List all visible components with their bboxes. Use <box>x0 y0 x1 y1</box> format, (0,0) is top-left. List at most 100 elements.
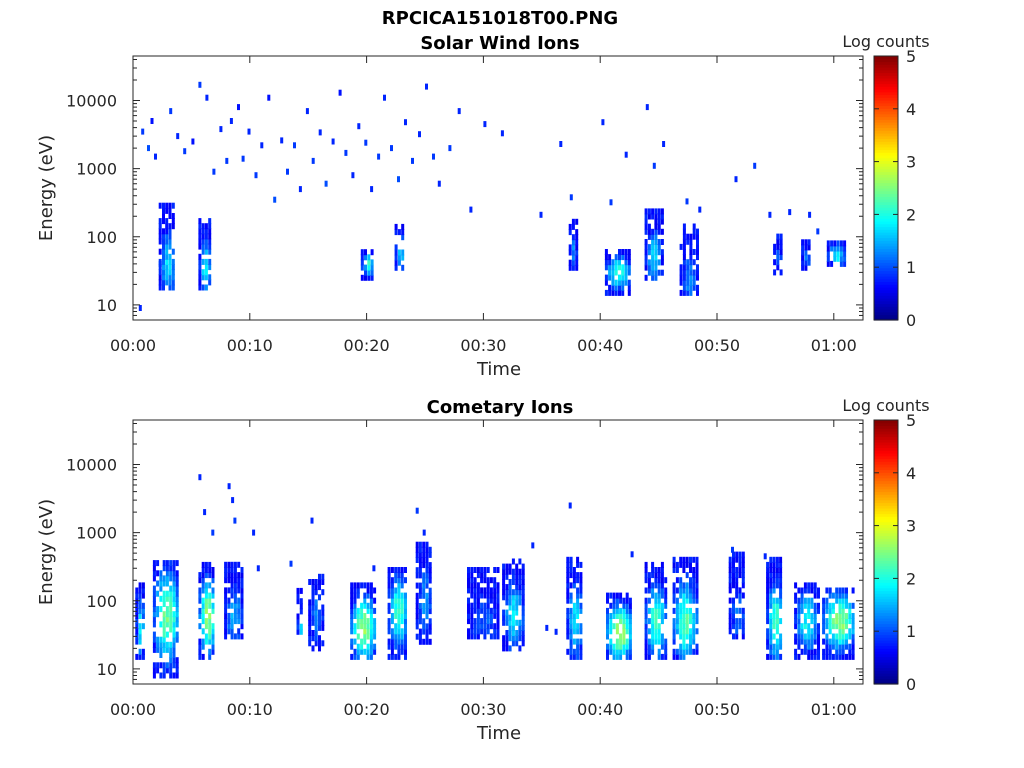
burst-cell <box>689 597 692 604</box>
burst-cell <box>696 284 699 291</box>
burst-cell <box>803 623 807 630</box>
colorbar-segment <box>874 284 898 288</box>
burst-cell <box>240 567 244 573</box>
burst-cell <box>803 582 807 589</box>
burst-cell <box>654 613 658 619</box>
colorbar-segment <box>874 472 898 476</box>
event-cell <box>377 153 381 160</box>
burst-cell <box>356 607 360 614</box>
burst-cell <box>201 582 205 589</box>
burst-cell <box>394 254 398 261</box>
burst-cell <box>369 587 373 594</box>
burst-cell <box>660 582 664 589</box>
burst-cell <box>473 582 477 589</box>
colorbar-segment <box>874 64 898 68</box>
burst-cell <box>576 572 580 579</box>
burst-cell <box>845 638 848 645</box>
burst-cell <box>138 628 142 635</box>
burst-cell <box>390 597 394 604</box>
burst-cell <box>689 633 692 640</box>
burst-cell <box>831 607 835 614</box>
burst-cell <box>732 597 735 604</box>
burst-cell <box>418 562 422 569</box>
event-cell <box>310 517 314 524</box>
colorbar-segment <box>874 585 898 589</box>
burst-cell <box>397 229 401 236</box>
burst-cell <box>654 577 658 584</box>
burst-cell <box>204 248 208 255</box>
burst-cell <box>387 567 391 573</box>
burst-cell <box>141 648 145 655</box>
burst-cell <box>480 602 484 609</box>
colorbar-segment <box>874 215 898 219</box>
burst-cell <box>394 597 398 604</box>
event-cell <box>252 529 256 536</box>
event-cell <box>231 497 235 504</box>
burst-cell <box>505 584 509 591</box>
burst-cell <box>496 567 500 573</box>
burst-cell <box>766 643 770 650</box>
burst-cell <box>831 618 835 625</box>
burst-cell <box>660 607 664 614</box>
burst-cell <box>679 653 683 660</box>
burst-cell <box>807 602 811 609</box>
burst-cell <box>152 560 156 567</box>
burst-cell <box>169 662 173 669</box>
burst-cell <box>766 633 770 640</box>
burst-cell <box>682 582 686 589</box>
colorbar-segment <box>874 210 898 214</box>
burst-cell <box>397 648 401 655</box>
burst-cell <box>579 638 583 645</box>
burst-cell <box>467 628 470 635</box>
burst-cell <box>675 628 679 635</box>
burst-cell <box>848 643 852 650</box>
burst-cell <box>397 613 401 619</box>
burst-cell <box>569 607 573 614</box>
burst-cell <box>321 619 325 626</box>
burst-cell <box>502 645 506 652</box>
burst-cell <box>418 541 422 548</box>
burst-cell <box>171 269 175 276</box>
burst-cell <box>622 602 626 609</box>
burst-cell <box>422 572 426 579</box>
colorbar-segment <box>874 245 898 250</box>
burst-cell <box>794 613 798 619</box>
burst-cell <box>845 633 848 640</box>
burst-cell <box>615 623 619 630</box>
colorbar-tick-label: 3 <box>906 517 916 536</box>
burst-cell <box>825 633 829 640</box>
burst-cell <box>848 633 852 640</box>
burst-cell <box>156 662 160 669</box>
burst-cell <box>689 618 692 625</box>
burst-cell <box>201 274 205 281</box>
burst-cell <box>841 618 845 625</box>
burst-cell <box>644 244 648 251</box>
burst-cell <box>496 582 500 589</box>
burst-cell <box>657 613 661 619</box>
burst-cell <box>493 628 497 635</box>
burst-cell <box>810 633 814 640</box>
burst-cell <box>817 592 820 599</box>
burst-cell <box>660 602 664 609</box>
burst-cell <box>772 607 776 614</box>
burst-cell <box>571 254 575 261</box>
burst-cell <box>660 259 664 266</box>
burst-cell <box>415 557 419 563</box>
colorbar-segment <box>874 168 898 173</box>
colorbar-segment <box>874 193 898 197</box>
colorbar-segment <box>874 248 898 252</box>
burst-cell <box>367 274 371 281</box>
burst-cell <box>735 607 739 614</box>
colorbar-segment <box>874 659 898 663</box>
y-tick-label: 100 <box>86 228 117 247</box>
burst-cell <box>689 582 692 589</box>
burst-cell <box>689 567 692 573</box>
colorbar-segment <box>874 58 898 63</box>
x-tick-label: 01:00 <box>811 700 857 719</box>
burst-cell <box>689 607 692 614</box>
colorbar-segment <box>874 212 898 217</box>
burst-cell <box>201 572 205 579</box>
burst-cell <box>428 628 432 635</box>
burst-cell <box>404 597 407 604</box>
burst-cell <box>624 269 628 276</box>
